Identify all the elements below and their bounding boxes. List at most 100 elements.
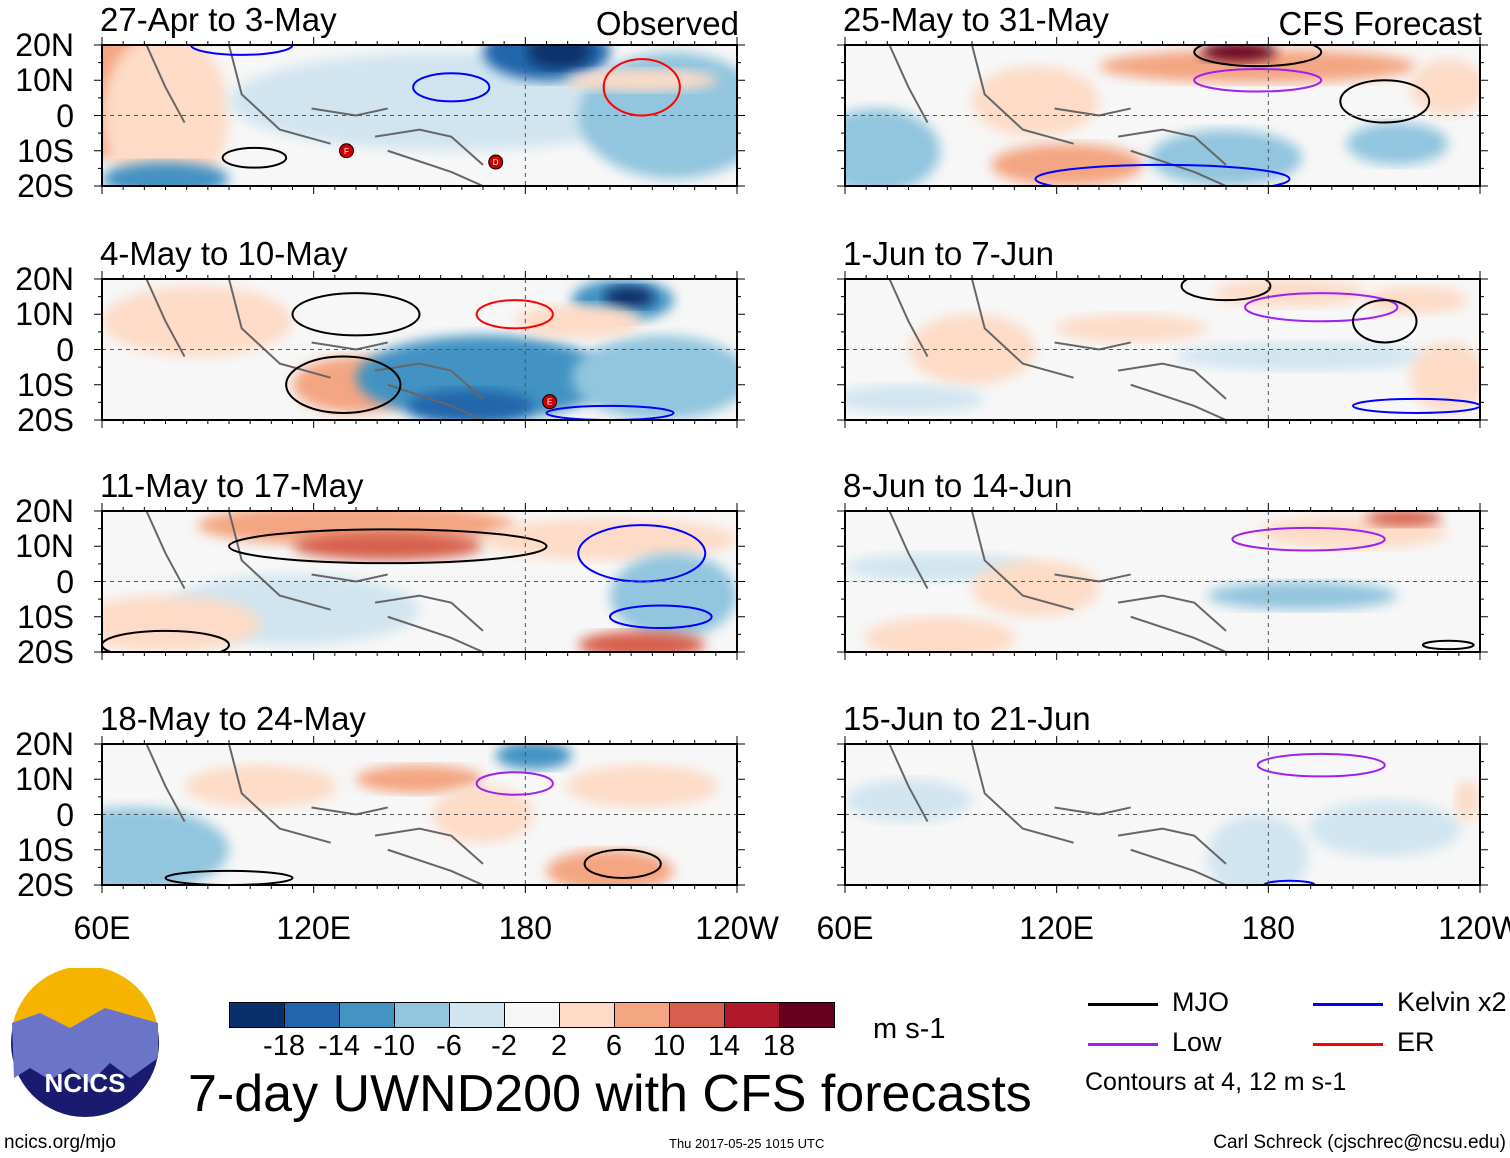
anomaly-region [432, 786, 534, 843]
wave-contour [1034, 163, 1291, 186]
y-tick-label: 10N [15, 296, 74, 333]
map-panel [837, 503, 1488, 660]
colorbar-swatch [725, 1003, 780, 1027]
colorbar-tick-label: 2 [550, 1030, 568, 1062]
anomaly-region [1410, 342, 1480, 413]
map-panel: FD [94, 37, 745, 194]
colorbar-units: m s-1 [873, 1013, 946, 1045]
panel-title: 27-Apr to 3-May [100, 1, 337, 38]
legend-label: MJO [1172, 987, 1229, 1017]
colorbar-tick-label: -2 [491, 1030, 517, 1062]
y-tick-label: 20S [17, 402, 74, 438]
column-label: Observed [595, 5, 739, 42]
map-panel [94, 503, 745, 660]
legend-label: Kelvin x2 [1397, 987, 1507, 1017]
anomaly-region [1149, 129, 1303, 186]
svg-text:NCICS: NCICS [45, 1068, 126, 1098]
anomaly-region [1308, 800, 1461, 857]
colorbar-swatch [340, 1003, 395, 1027]
anomaly-region [102, 286, 293, 357]
panel-title: 18-May to 24-May [100, 700, 366, 737]
storm-label: F [344, 147, 349, 156]
anomaly-region [1454, 779, 1480, 822]
wave-contour [1193, 45, 1323, 68]
legend-swatch [1088, 1003, 1158, 1006]
figure-title: 7-day UWND200 with CFS forecasts [188, 1065, 1032, 1123]
colorbar-tick-label: 6 [605, 1030, 623, 1062]
anomaly-region [1175, 342, 1430, 371]
anomaly-region [571, 335, 737, 420]
colorbar-tick-label: -14 [318, 1030, 360, 1062]
wave-contour [1256, 752, 1386, 778]
storm-label: E [547, 398, 552, 407]
y-tick-label: 10S [17, 598, 74, 635]
anomaly-region [578, 630, 706, 652]
wave-contour [609, 604, 713, 630]
y-tick-label: 10S [17, 831, 74, 868]
panel-title: 25-May to 31-May [843, 1, 1109, 38]
wave-contour [475, 299, 554, 330]
y-tick-label: 20S [17, 867, 74, 903]
panel-title: 4-May to 10-May [100, 235, 348, 272]
anomaly-region [991, 143, 1144, 186]
wave-contour [475, 771, 554, 796]
map-panel [837, 37, 1488, 194]
footer-timestamp: Thu 2017-05-25 1015 UTC [669, 1136, 825, 1151]
colorbar-swatch [615, 1003, 670, 1027]
coastline [145, 744, 484, 885]
wave-contour [412, 72, 491, 103]
wave-contour [285, 355, 402, 414]
anomaly-region [845, 108, 941, 186]
wave-contour [1352, 397, 1480, 414]
colorbar-swatch [230, 1003, 285, 1027]
wave-contour [1193, 67, 1323, 93]
x-tick-label: 180 [498, 910, 553, 946]
anomaly-region [1054, 314, 1207, 343]
wave-contour [1339, 79, 1431, 124]
wave-contour [583, 848, 662, 879]
panel-title: 11-May to 17-May [100, 467, 364, 504]
anomaly-region [1365, 511, 1442, 527]
anomaly-region [102, 45, 229, 186]
colorbar-tick-label: 18 [762, 1030, 796, 1062]
y-tick-label: 10S [17, 132, 74, 169]
legend-label: Low [1172, 1027, 1222, 1057]
panel-title: 15-Jun to 21-Jun [843, 700, 1091, 737]
wave-contour [1421, 639, 1475, 651]
anomaly-region [1365, 286, 1468, 315]
colorbar-swatch [780, 1003, 834, 1027]
legend-swatch [1088, 1043, 1158, 1046]
anomaly-region [610, 553, 737, 638]
anomaly-region [406, 388, 534, 420]
colorbar-tick-label: 14 [707, 1030, 741, 1062]
x-tick-label: 120W [695, 910, 779, 946]
anomaly-region [845, 779, 972, 822]
legend-swatch [1313, 1003, 1383, 1006]
tropical-cyclone-marker [542, 394, 558, 410]
y-tick-label: 0 [56, 331, 74, 368]
x-tick-label: 60E [73, 910, 131, 946]
colorbar-swatch [395, 1003, 450, 1027]
map-panel [94, 736, 745, 893]
map-panel [837, 271, 1488, 428]
anomaly-region [483, 518, 737, 561]
anomaly-region [527, 45, 591, 69]
panel-title: 8-Jun to 14-Jun [843, 467, 1073, 504]
x-tick-label: 120W [1438, 910, 1510, 946]
colorbar-swatch [285, 1003, 340, 1027]
colorbar-tick-label: -10 [373, 1030, 415, 1062]
coastline [888, 511, 1227, 652]
legend-swatch [1313, 1043, 1383, 1046]
anomaly-region [972, 560, 1099, 617]
y-tick-label: 10S [17, 366, 74, 403]
anomaly-region [102, 807, 229, 885]
anomaly-region [565, 765, 718, 808]
y-tick-label: 20S [17, 634, 74, 670]
y-tick-label: 0 [56, 563, 74, 600]
coastline [888, 279, 1227, 420]
y-tick-label: 20N [15, 726, 74, 762]
map-panel [837, 736, 1488, 893]
anomaly-region [184, 765, 337, 808]
wave-contour [221, 146, 288, 169]
footer-author: Carl Schreck (cjschrec@ncsu.edu) [1213, 1132, 1506, 1153]
